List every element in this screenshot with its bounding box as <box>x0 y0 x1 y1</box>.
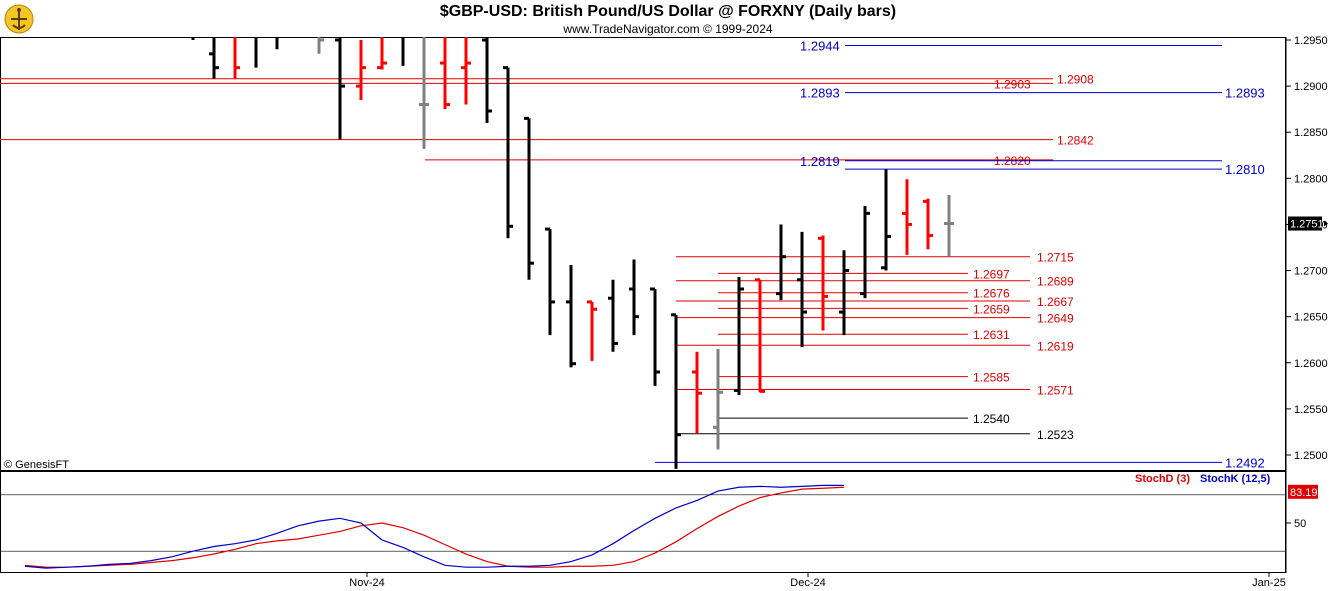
level-label-right-1.2893: 1.2893 <box>1225 86 1265 101</box>
ohlc-bar <box>209 37 219 79</box>
level-label-1.2810: 1.2810 <box>1225 162 1265 177</box>
ohlc-bar <box>755 278 765 393</box>
level-label-1.2649: 1.2649 <box>1037 312 1074 326</box>
ohlc-bar <box>461 37 471 105</box>
ohlc-bar <box>713 348 723 450</box>
level-label-1.2689: 1.2689 <box>1037 275 1074 289</box>
price-axis-label: 1.2850 <box>1294 127 1328 139</box>
last-price-label: 1.2751 <box>1290 219 1324 231</box>
ohlc-bar <box>692 351 702 434</box>
time-axis-label: Nov-24 <box>349 577 384 589</box>
legend-stoch-d: StochD (3) <box>1135 473 1190 485</box>
price-axis-label: 1.2800 <box>1294 173 1328 185</box>
level-label-1.2908: 1.2908 <box>1057 73 1094 87</box>
ohlc-bar <box>608 279 618 352</box>
time-axis-label: Jan-25 <box>1252 577 1286 589</box>
last-price-marker-icon <box>1324 220 1328 227</box>
chart-title: $GBP-USD: British Pound/US Dollar @ FORX… <box>439 3 897 20</box>
ohlc-bar <box>902 179 912 255</box>
ohlc-bar <box>566 265 576 368</box>
price-panel-frame <box>0 37 1286 471</box>
level-label-1.2715: 1.2715 <box>1037 251 1074 265</box>
chart-header: $GBP-USD: British Pound/US Dollar @ FORX… <box>0 0 1336 38</box>
ohlc-bar <box>881 169 891 271</box>
ohlc-bar <box>944 194 954 257</box>
level-label-1.2619: 1.2619 <box>1037 339 1074 353</box>
ohlc-bar <box>587 300 597 361</box>
trade-navigator-logo-icon <box>4 4 34 34</box>
level-label-1.2667: 1.2667 <box>1037 295 1074 309</box>
ohlc-bar <box>317 37 324 54</box>
stochastic-last-value: 83.19 <box>1290 487 1318 499</box>
stochastic-series-line <box>24 484 844 569</box>
level-label-1.2631: 1.2631 <box>973 328 1010 342</box>
ohlc-bar <box>629 259 639 336</box>
level-label-1.2893: 1.2893 <box>800 86 840 101</box>
ohlc-bar <box>860 206 870 299</box>
ohlc-bar <box>818 235 828 331</box>
ohlc-bar <box>524 116 534 280</box>
price-axis-label: 1.2900 <box>1294 81 1328 93</box>
ohlc-bar <box>335 37 345 140</box>
ohlc-bar <box>440 37 450 110</box>
stochastic-series-line <box>24 486 845 568</box>
stochastic-axis-label: 50 <box>1294 518 1306 530</box>
price-axis-label: 1.2550 <box>1294 404 1328 416</box>
level-label-1.2944: 1.2944 <box>800 39 840 54</box>
level-label-1.2697: 1.2697 <box>973 267 1010 281</box>
level-label-1.2585: 1.2585 <box>973 371 1010 385</box>
ohlc-bar <box>377 37 387 70</box>
legend-stoch-k: StochK (12,5) <box>1200 473 1271 485</box>
genesisft-watermark: © GenesisFT <box>4 459 69 471</box>
ohlc-bar <box>797 231 807 348</box>
ohlc-bar <box>545 227 555 336</box>
ohlc-bar <box>923 198 933 250</box>
ohlc-bar <box>482 37 492 123</box>
level-label-1.2903: 1.2903 <box>994 77 1031 91</box>
level-label-1.2571: 1.2571 <box>1037 384 1074 398</box>
last-price-badge <box>1288 216 1322 231</box>
stochastic-last-value-badge <box>1288 484 1318 499</box>
ohlc-bar <box>671 313 681 469</box>
ohlc-bar <box>650 287 660 386</box>
price-axis-label: 1.2650 <box>1294 312 1328 324</box>
level-label-1.2540: 1.2540 <box>973 412 1010 426</box>
level-label-1.2819: 1.2819 <box>800 154 840 169</box>
ohlc-bar <box>839 250 849 336</box>
ohlc-bar <box>734 277 744 396</box>
price-axis-label: 1.2600 <box>1294 358 1328 370</box>
level-label-1.2676: 1.2676 <box>973 287 1010 301</box>
chart-subtitle: www.TradeNavigator.com © 1999-2024 <box>563 22 773 36</box>
level-label-1.2659: 1.2659 <box>973 302 1010 316</box>
time-axis-label: Dec-24 <box>790 577 825 589</box>
level-label-1.2842: 1.2842 <box>1057 134 1094 148</box>
price-axis-label: 1.2700 <box>1294 266 1328 278</box>
ohlc-bar <box>356 40 366 100</box>
ohlc-bar <box>776 224 786 301</box>
ohlc-bar <box>503 66 513 239</box>
price-axis-label: 1.2500 <box>1294 450 1328 462</box>
level-label-1.2523: 1.2523 <box>1037 428 1074 442</box>
price-axis-label: 1.2950 <box>1294 35 1328 47</box>
ohlc-bar <box>233 37 240 79</box>
level-label-1.2492: 1.2492 <box>1225 455 1265 470</box>
ohlc-bar <box>419 37 429 149</box>
